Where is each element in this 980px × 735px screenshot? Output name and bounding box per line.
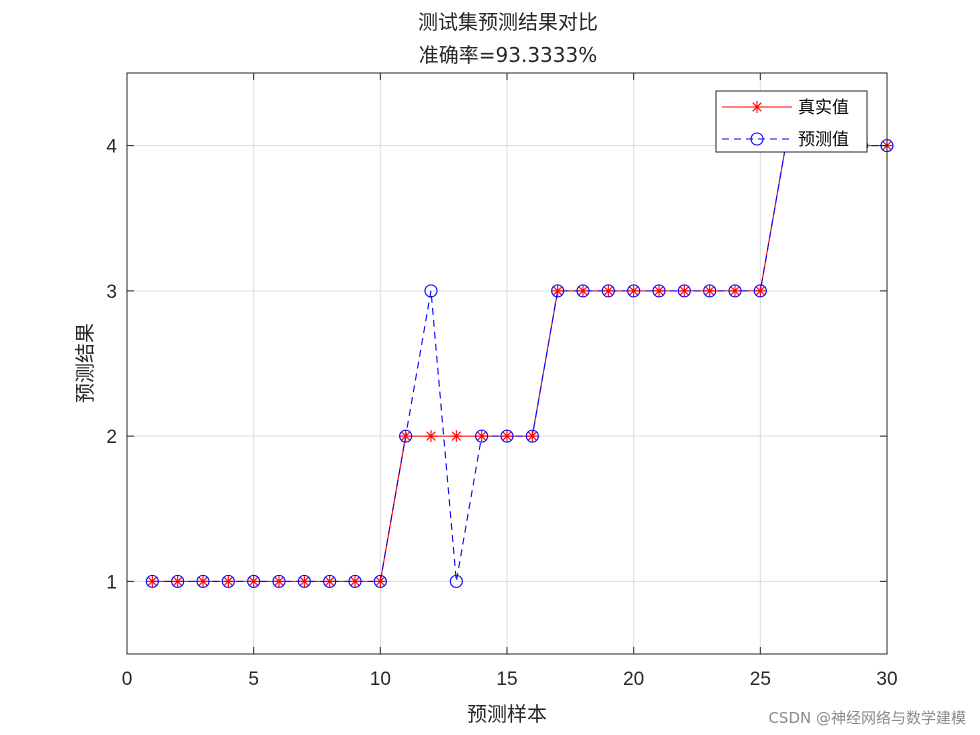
series-1-point bbox=[678, 284, 691, 297]
series-2-point bbox=[627, 284, 641, 298]
x-tick-label: 25 bbox=[750, 669, 771, 690]
legend-marker-1 bbox=[751, 101, 763, 113]
series-1-point bbox=[526, 430, 539, 443]
series-1-point bbox=[602, 284, 615, 297]
chart-title: 测试集预测结果对比 bbox=[418, 10, 598, 34]
chart-subtitle: 准确率=93.3333% bbox=[419, 43, 597, 67]
x-tick-label: 15 bbox=[496, 669, 517, 690]
x-axis-label: 预测样本 bbox=[467, 702, 547, 726]
series-1-point bbox=[323, 575, 336, 588]
series-2-point bbox=[576, 284, 590, 298]
series-2-point bbox=[171, 574, 185, 588]
series-2-point bbox=[551, 284, 565, 298]
series-1-point bbox=[653, 284, 665, 297]
series-2-point bbox=[475, 429, 489, 443]
series-1-point bbox=[450, 430, 463, 443]
series-2-point bbox=[373, 574, 387, 588]
series-1-point bbox=[374, 575, 387, 588]
x-tick-label: 10 bbox=[370, 669, 391, 690]
series-1-point bbox=[247, 575, 260, 588]
series-2-point bbox=[449, 574, 463, 588]
series-2-point bbox=[196, 574, 210, 588]
series-2-point bbox=[221, 574, 235, 588]
series-2-point bbox=[703, 284, 717, 298]
series-2-point bbox=[652, 284, 666, 298]
watermark-text: CSDN @神经网络与数学建模 bbox=[768, 709, 966, 727]
series-1-point bbox=[551, 284, 564, 297]
x-tick-label: 0 bbox=[122, 669, 133, 690]
series-2-point bbox=[753, 284, 767, 298]
legend-label-1: 真实值 bbox=[798, 98, 849, 118]
series-1-point bbox=[754, 284, 767, 297]
legend-marker-2 bbox=[750, 132, 764, 146]
y-tick-label: 1 bbox=[106, 572, 117, 593]
y-tick-label: 3 bbox=[106, 282, 117, 303]
series-1-point bbox=[501, 430, 513, 443]
series-1-point bbox=[729, 284, 741, 297]
legend-box bbox=[715, 90, 868, 153]
series-1-point bbox=[577, 284, 589, 297]
axis-ticks bbox=[126, 73, 888, 654]
series-1-point bbox=[298, 575, 311, 588]
y-tick-label: 4 bbox=[106, 137, 117, 158]
series-2-point bbox=[399, 429, 413, 443]
series-1-point bbox=[222, 575, 235, 588]
y-axis-label: 预测结果 bbox=[73, 323, 97, 403]
series-2-point bbox=[525, 429, 539, 443]
series-1-point bbox=[171, 575, 184, 588]
series-1-point bbox=[197, 575, 209, 588]
series-1-point bbox=[349, 575, 361, 588]
series-2-point bbox=[424, 284, 438, 298]
legend-label-2: 预测值 bbox=[798, 130, 849, 150]
series-1-point bbox=[399, 430, 412, 443]
series-1-point bbox=[146, 575, 159, 588]
series-2-point bbox=[297, 574, 311, 588]
x-tick-label: 20 bbox=[623, 669, 644, 690]
x-tick-label: 5 bbox=[248, 669, 259, 690]
series-1-point bbox=[425, 430, 437, 443]
y-tick-label: 2 bbox=[106, 427, 117, 448]
tick-labels: 0 5 10 15 20 25 30 1 2 3 4 bbox=[106, 137, 897, 690]
series-2-point bbox=[677, 284, 691, 298]
series-1-point bbox=[703, 284, 716, 297]
series-2-point bbox=[247, 574, 261, 588]
series-2-point bbox=[601, 284, 615, 298]
series-2-point bbox=[272, 574, 286, 588]
series-2-point bbox=[323, 574, 337, 588]
x-tick-label: 30 bbox=[876, 669, 897, 690]
series-2-point bbox=[145, 574, 159, 588]
series-2-point bbox=[348, 574, 362, 588]
series-2-point bbox=[500, 429, 514, 443]
series-1-point bbox=[475, 430, 488, 443]
series-1-point bbox=[273, 575, 285, 588]
series-2-point bbox=[728, 284, 742, 298]
series-1-point bbox=[627, 284, 640, 297]
plot-area bbox=[126, 72, 894, 655]
